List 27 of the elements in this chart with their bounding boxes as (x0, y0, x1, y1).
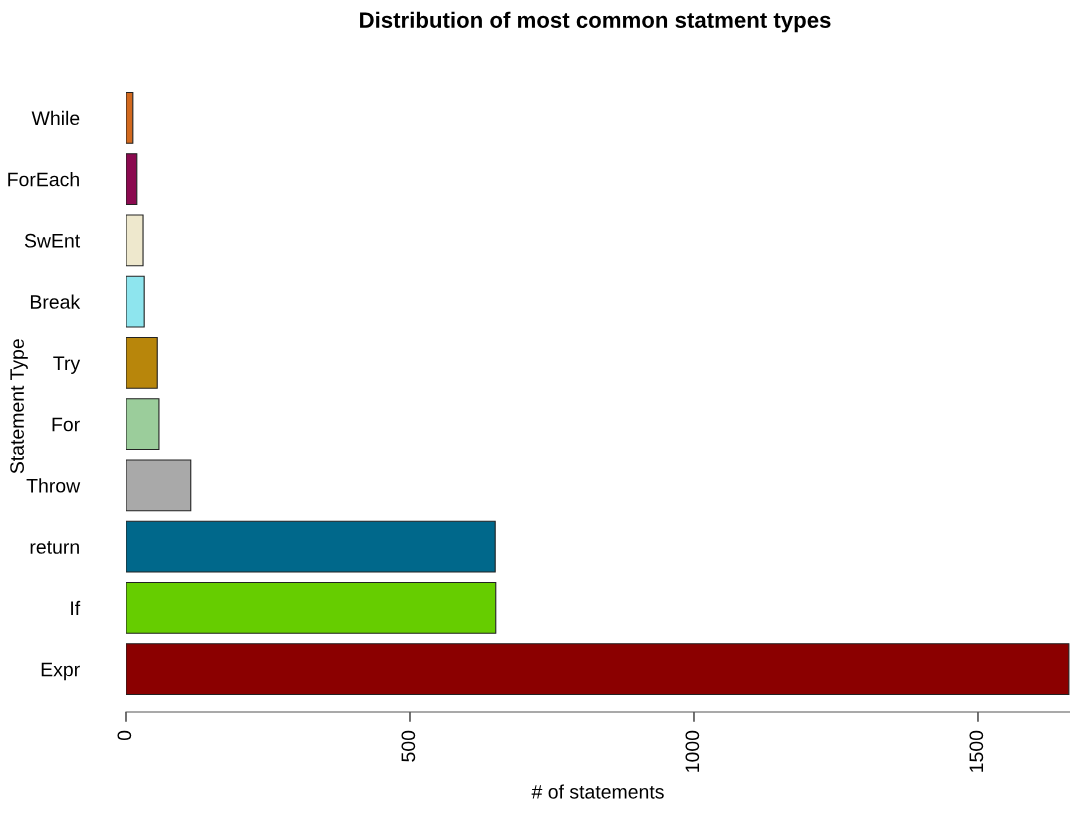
y-tick-label: ForEach (8, 172, 79, 187)
x-tick-label: 0 (117, 730, 132, 741)
y-tick-label: While (31, 110, 80, 126)
y-tick-label: SwEnt (24, 233, 81, 248)
x-tick-label: 1500 (969, 730, 984, 772)
y-tick-label: For (52, 417, 80, 432)
chart-title: Distribution of most common statment types (360, 11, 831, 33)
bar (126, 153, 138, 206)
bar (126, 275, 145, 328)
y-tick-label: Expr (41, 662, 80, 681)
bar (126, 398, 160, 451)
y-tick-label: return (30, 541, 79, 554)
bar (126, 214, 144, 267)
bar (126, 459, 192, 512)
y-axis-title: Statement Type (10, 339, 28, 474)
bar (126, 336, 158, 389)
y-tick-label: Try (53, 356, 81, 374)
x-tick-label: 1000 (685, 730, 700, 772)
x-tick-label: 500 (401, 730, 416, 762)
y-tick-label: Break (30, 294, 81, 309)
bar (126, 643, 1070, 696)
x-axis-title: # of statements (531, 784, 664, 799)
bar (126, 520, 496, 573)
bar (126, 91, 134, 144)
y-tick-label: Throw (26, 478, 81, 493)
bar (126, 581, 497, 634)
y-tick-label: If (71, 600, 81, 615)
